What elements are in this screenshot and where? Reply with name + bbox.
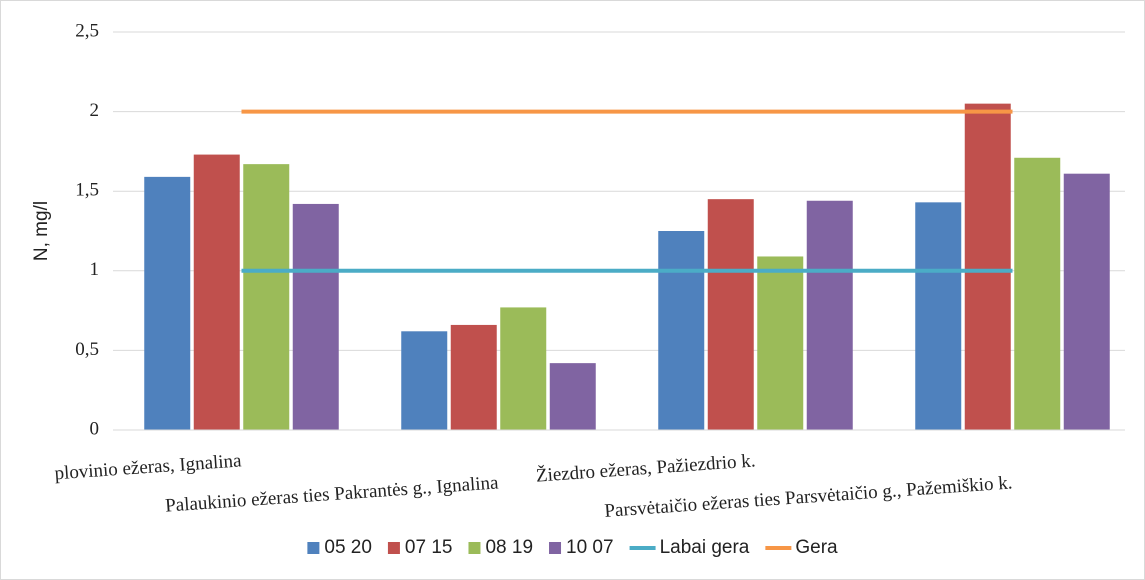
- legend-symbol: [387, 542, 400, 554]
- legend-label: Labai gera: [660, 537, 750, 558]
- legend-symbol: [549, 542, 562, 554]
- bar: [243, 164, 290, 431]
- legend-label: 05 20: [324, 537, 372, 558]
- bar: [292, 203, 339, 430]
- bar: [658, 231, 705, 430]
- bar: [964, 103, 1011, 430]
- legend-symbol: [307, 542, 320, 554]
- bar: [757, 256, 804, 430]
- y-tick-label: 0: [90, 418, 100, 439]
- bar: [1063, 173, 1110, 431]
- bar: [806, 200, 853, 430]
- legend-label: 08 19: [485, 537, 533, 558]
- bar: [549, 363, 596, 430]
- bar: [193, 154, 240, 431]
- bar: [707, 199, 754, 430]
- legend-symbol: [468, 542, 481, 554]
- legend-label: Gera: [795, 537, 838, 558]
- bar: [450, 324, 497, 430]
- y-axis-label: N, mg/l: [31, 201, 52, 261]
- y-tick-label: 1: [90, 259, 100, 280]
- bar: [1014, 157, 1061, 430]
- y-tick-label: 2,5: [75, 20, 99, 41]
- legend: 05 20 07 15 08 19 10 07 Labai gera Gera: [307, 537, 838, 558]
- bar: [500, 307, 547, 430]
- y-tick-label: 1,5: [75, 180, 99, 201]
- legend-label: 10 07: [566, 537, 614, 558]
- bar: [915, 202, 962, 430]
- bar: [401, 331, 448, 430]
- y-tick-label: 0,5: [75, 339, 99, 360]
- bar: [144, 176, 191, 430]
- y-tick-label: 2: [90, 100, 100, 121]
- legend-label: 07 15: [405, 537, 453, 558]
